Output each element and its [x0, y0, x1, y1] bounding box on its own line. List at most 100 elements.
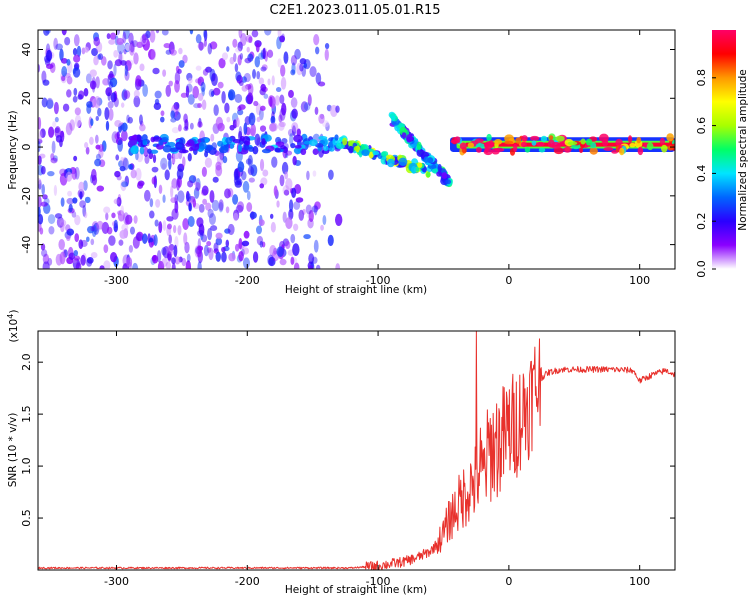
spectrogram-cell	[91, 98, 100, 108]
spectrogram-cell	[83, 211, 88, 219]
spectrogram-cell	[280, 145, 286, 150]
spectrogram-cell	[255, 103, 262, 116]
x-tick-label: -300	[104, 274, 129, 287]
spectrogram-cell	[73, 54, 81, 63]
spectrogram-cell	[189, 122, 194, 130]
spectrogram-cell	[61, 66, 68, 77]
spectrogram-cell	[513, 143, 518, 153]
spectrogram-cell	[197, 121, 203, 128]
spectrogram-cell	[215, 237, 223, 246]
x-tick-label: -100	[366, 274, 391, 287]
spectrogram-cell	[52, 121, 57, 128]
spectrogram-cell	[243, 230, 250, 239]
spectrogram-cell	[107, 100, 114, 109]
spectrogram-cell	[391, 115, 396, 122]
spectrogram-cell	[283, 51, 289, 64]
spectrogram-cell	[312, 170, 317, 177]
spectrogram-cell	[248, 112, 256, 126]
spectrogram-cell	[235, 173, 240, 182]
spectrogram-cell	[207, 228, 213, 241]
spectrogram-cell	[113, 219, 118, 229]
spectrogram-cell	[372, 150, 380, 156]
spectrogram-cell	[105, 212, 109, 221]
spectrogram-cell	[494, 147, 505, 152]
spectrogram-cell	[182, 156, 186, 168]
spectrogram-cell	[253, 100, 259, 107]
spectrogram-cell	[180, 92, 188, 98]
spectrogram-cell	[158, 221, 163, 234]
spectrogram-cell	[38, 213, 44, 225]
spectrogram-x-label: Height of straight line (km)	[285, 284, 427, 296]
spectrogram-cell	[171, 127, 180, 134]
spectrogram-cell	[187, 215, 195, 228]
spectrogram-cell	[317, 81, 326, 87]
colorbar-label: Normalized spectral amplitude	[737, 69, 749, 230]
spectrogram-cell	[184, 241, 190, 254]
spectrogram-cell	[238, 251, 244, 262]
spectrogram-cell	[239, 135, 245, 142]
y-tick-label: 0.5	[20, 509, 33, 527]
spectrogram-cell	[109, 70, 114, 79]
spectrogram-cell	[416, 148, 424, 157]
spectrogram-cell	[290, 69, 296, 76]
spectrogram-cell	[103, 244, 109, 254]
spectrogram-cell	[563, 146, 572, 153]
spectrogram-cell	[86, 236, 90, 242]
spectrogram-cell	[241, 85, 248, 92]
spectrogram-cell	[226, 116, 231, 123]
spectrogram-cell	[232, 194, 239, 205]
spectrogram-cell	[47, 214, 56, 225]
spectrogram-cell	[540, 135, 548, 142]
spectrogram-cell	[208, 213, 216, 225]
spectrogram-cell	[172, 152, 181, 160]
spectrogram-cell	[579, 147, 584, 154]
spectrogram-cell	[252, 69, 256, 79]
spectrogram-cell	[94, 158, 102, 167]
spectrogram-cell	[603, 146, 614, 151]
spectrogram-cell	[45, 30, 51, 34]
spectrogram-cell	[149, 30, 156, 43]
spectrogram-cell	[107, 92, 111, 101]
spectrogram-cell	[279, 174, 285, 187]
spectrogram-cell	[108, 235, 116, 246]
spectrogram-cell	[201, 166, 207, 178]
spectrogram-cell	[47, 170, 55, 177]
spectrogram-cell	[75, 262, 82, 269]
spectrogram-cell	[243, 144, 250, 151]
figure-title: C2E1.2023.011.05.01.R15	[269, 3, 440, 18]
spectrogram-cell	[143, 146, 149, 158]
spectrogram-cell	[43, 253, 49, 262]
spectrogram-cell	[145, 30, 151, 39]
spectrogram-cell	[282, 211, 287, 223]
spectrogram-cell	[117, 139, 123, 152]
spectrogram-cell	[166, 245, 174, 254]
spectrogram-cell	[144, 154, 150, 164]
spectrogram-cell	[122, 157, 129, 171]
spectrogram-cell	[615, 138, 623, 147]
spectrogram-cell	[291, 122, 299, 132]
spectrogram-cell	[263, 93, 269, 99]
spectrogram-cell	[89, 69, 97, 78]
spectrogram-cell	[277, 121, 285, 131]
spectrogram-cell	[105, 120, 110, 131]
spectrogram-cell	[305, 204, 313, 215]
spectrogram-cell	[193, 187, 200, 199]
spectrogram-cell	[293, 147, 302, 155]
spectrogram-cell	[123, 90, 131, 99]
spectrogram-cell	[96, 220, 104, 230]
spectrogram-cell	[207, 208, 214, 218]
spectrogram-cell	[59, 251, 66, 265]
spectrogram-cell	[238, 237, 243, 250]
spectrogram-cell	[176, 168, 184, 180]
spectrogram-cell	[237, 201, 245, 212]
spectrogram-cell	[281, 161, 289, 175]
spectrogram-cell	[243, 122, 248, 135]
spectrogram-cell	[553, 147, 564, 155]
spectrogram-cell	[121, 89, 128, 101]
spectrogram-cell	[103, 206, 111, 214]
spectrogram-cell	[178, 149, 189, 154]
colorbar-tick-label: 0.6	[695, 117, 708, 135]
spectrogram-cell	[315, 264, 321, 269]
spectrogram-cell	[89, 80, 97, 90]
spectrogram-cell	[334, 213, 343, 227]
